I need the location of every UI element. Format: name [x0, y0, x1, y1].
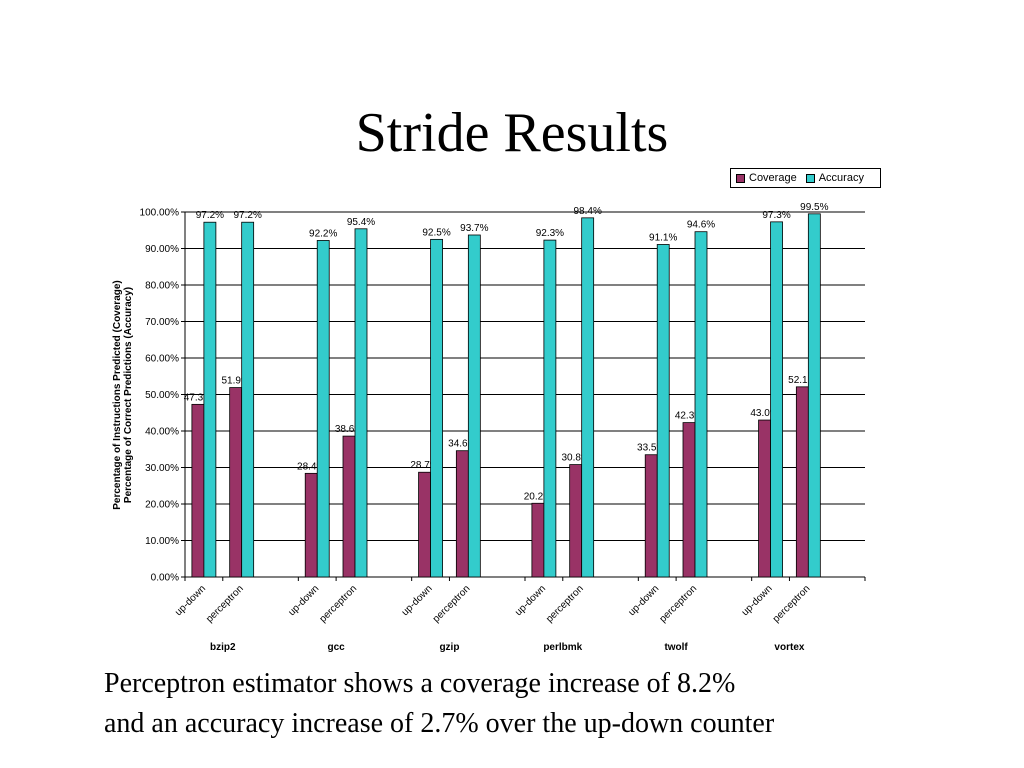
bar-accuracy	[203, 221, 217, 578]
bar-coverage	[795, 386, 809, 578]
x-subcategory-label: perceptron	[431, 583, 473, 625]
legend-swatch-coverage	[736, 173, 745, 183]
legend-item-accuracy: Accuracy	[805, 172, 864, 184]
data-label-accuracy: 99.5%	[800, 202, 828, 213]
bar-coverage	[229, 387, 243, 578]
slide-title: Stride Results	[355, 102, 669, 164]
bar-accuracy	[694, 231, 708, 578]
y-tick-label: 90.00%	[145, 244, 179, 255]
y-tick-label: 30.00%	[145, 463, 179, 474]
data-label-accuracy: 95.4%	[347, 217, 375, 228]
bar-coverage	[418, 471, 431, 578]
data-label-coverage: 52.1%	[788, 375, 816, 386]
x-group-label: vortex	[774, 642, 804, 653]
x-subcategory-label: up-down	[626, 583, 661, 618]
x-subcategory-label: up-down	[513, 583, 548, 618]
x-subcategory-label: perceptron	[318, 583, 360, 625]
bar-coverage	[342, 435, 356, 578]
bar-accuracy	[467, 234, 481, 578]
bar-accuracy	[581, 217, 595, 578]
data-label-accuracy: 94.6%	[687, 220, 715, 231]
y-axis-title-line-2: Percentage of Correct Predictions (Accur…	[123, 287, 134, 503]
y-tick-label: 10.00%	[145, 536, 179, 547]
x-subcategory-label: up-down	[286, 583, 321, 618]
data-label-accuracy: 97.3%	[762, 210, 790, 221]
bar-coverage	[758, 419, 771, 578]
stride-results-chart: 0.00% 10.00% 20.00% 30.00% 40.00% 50.00% 60.00…	[112, 202, 866, 653]
bar-accuracy	[656, 244, 670, 578]
legend-item-coverage: Coverage	[736, 172, 797, 184]
legend-label-accuracy: Accuracy	[818, 172, 864, 184]
data-label-coverage: 47.3%	[184, 392, 212, 403]
x-subcategory-label: perceptron	[204, 583, 246, 625]
y-tick-label: 50.00%	[145, 390, 179, 401]
y-tick-label: 70.00%	[145, 317, 179, 328]
data-label-accuracy: 97.2%	[233, 210, 261, 221]
x-subcategory-label: up-down	[400, 583, 435, 618]
y-tick-label: 80.00%	[145, 281, 179, 292]
caption-line-2: and an accuracy increase of 2.7% over th…	[104, 708, 775, 739]
caption-line-1: Perceptron estimator shows a coverage in…	[104, 668, 736, 699]
bar-coverage	[191, 403, 205, 578]
x-subcategory-label: perceptron	[544, 583, 586, 625]
bar-coverage	[682, 422, 696, 578]
x-group-label: bzip2	[210, 642, 236, 653]
data-label-coverage: 20.2%	[524, 491, 552, 502]
bar-accuracy	[543, 239, 557, 578]
slide-caption: Perceptron estimator shows a coverage in…	[104, 664, 1004, 744]
bar-accuracy	[241, 221, 255, 578]
y-tick-label: 20.00%	[145, 500, 179, 511]
x-subcategory-label: up-down	[173, 583, 208, 618]
data-label-coverage: 51.9%	[221, 376, 249, 387]
data-label-coverage: 43.0%	[750, 408, 778, 419]
bar-accuracy	[807, 213, 821, 578]
x-subcategory-label: perceptron	[771, 583, 813, 625]
data-label-coverage: 28.4%	[297, 461, 325, 472]
data-label-coverage: 34.6%	[448, 439, 476, 450]
x-group-label: twolf	[664, 642, 688, 653]
data-label-accuracy: 92.3%	[536, 228, 564, 239]
data-label-coverage: 30.8%	[561, 453, 589, 464]
data-label-accuracy: 91.1%	[649, 232, 677, 243]
x-subcategory-label: up-down	[740, 583, 775, 618]
bar-accuracy	[430, 238, 443, 578]
y-axis-title-line-1: Percentage of Instructions Predicted (Co…	[112, 280, 123, 510]
bar-coverage	[304, 472, 318, 578]
data-label-accuracy: 98.4%	[573, 206, 601, 217]
legend-label-coverage: Coverage	[749, 172, 797, 184]
data-label-accuracy: 92.5%	[422, 227, 450, 238]
y-tick-label: 60.00%	[145, 354, 179, 365]
x-group-label: perlbmk	[543, 642, 582, 653]
bar-accuracy	[316, 240, 330, 578]
legend-swatch-accuracy	[805, 173, 815, 183]
bar-coverage	[455, 450, 469, 578]
y-tick-label: 40.00%	[145, 427, 179, 438]
x-group-label: gcc	[327, 642, 345, 653]
y-tick-label: 100.00%	[140, 208, 180, 219]
bar-coverage	[644, 454, 658, 578]
chart-legend: Coverage Accuracy	[730, 168, 881, 188]
data-label-coverage: 38.6%	[335, 424, 363, 435]
bar-accuracy	[354, 228, 368, 578]
data-label-accuracy: 92.2%	[309, 228, 337, 239]
bar-coverage	[531, 502, 545, 578]
data-label-coverage: 42.3%	[675, 411, 703, 422]
x-group-label: gzip	[439, 642, 459, 653]
data-label-accuracy: 93.7%	[460, 223, 488, 234]
bar-coverage	[569, 464, 583, 578]
data-label-accuracy: 97.2%	[196, 210, 224, 221]
y-tick-label: 0.00%	[151, 573, 179, 584]
bar-accuracy	[770, 221, 783, 578]
x-subcategory-label: perceptron	[658, 583, 700, 625]
data-label-coverage: 28.7%	[410, 460, 438, 471]
data-label-coverage: 33.5%	[637, 443, 665, 454]
